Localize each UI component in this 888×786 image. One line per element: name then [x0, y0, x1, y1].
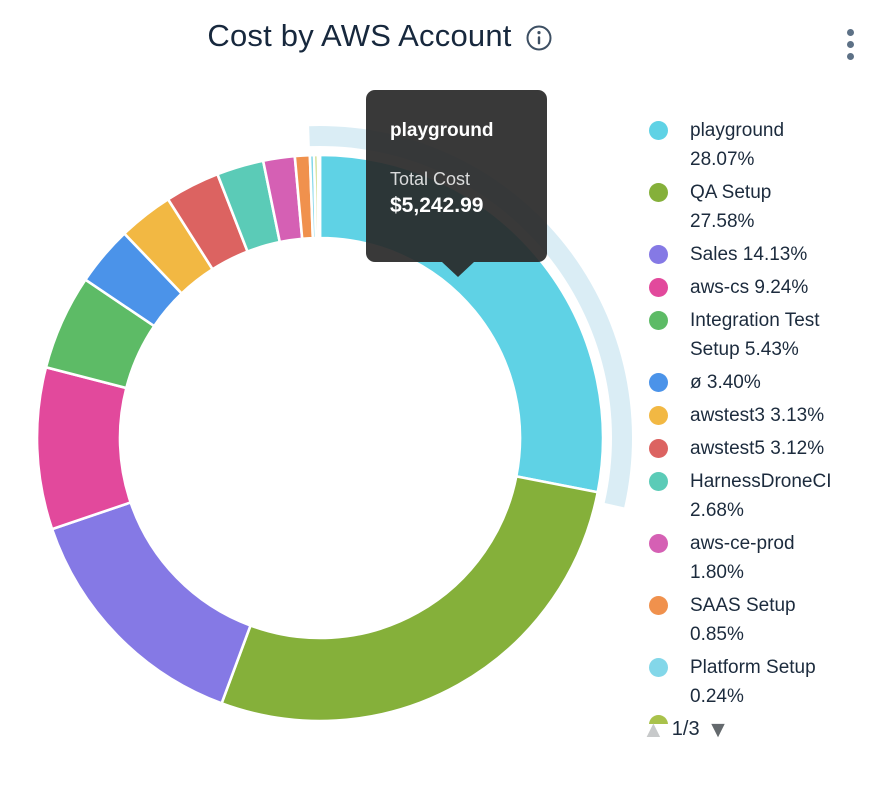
donut-slice-other[interactable] — [316, 153, 322, 240]
legend-swatch — [649, 183, 668, 202]
legend-label: playground 28.07% — [690, 120, 785, 170]
info-icon[interactable] — [525, 24, 553, 52]
legend-swatch — [649, 439, 668, 458]
legend-item-qa-setup[interactable]: QA Setup 27.58% — [649, 178, 874, 236]
chart-tooltip: playground Total Cost $5,242.99 — [366, 90, 547, 277]
legend-item-aws-ce-prod[interactable]: aws-ce-prod 1.80% — [649, 529, 874, 587]
legend-item-awstest5[interactable]: awstest5 3.12% — [649, 434, 874, 463]
legend-swatch — [649, 406, 668, 425]
tooltip-pointer — [442, 262, 474, 277]
legend-label: awstest5 3.12% — [690, 438, 825, 459]
legend-label: Platform Setup 0.24% — [690, 657, 816, 707]
page-title: Cost by AWS Account — [207, 18, 512, 53]
page-down-icon[interactable]: ▼ — [706, 716, 730, 742]
legend-swatch — [649, 715, 668, 724]
tooltip-metric-value: $5,242.99 — [390, 194, 484, 217]
page-indicator: 1/3 — [671, 718, 700, 740]
legend-label: SAAS Setup 0.85% — [690, 595, 796, 645]
legend-label: Integration Test Setup 5.43% — [690, 310, 820, 360]
legend-item-awstest3[interactable]: awstest3 3.13% — [649, 401, 874, 430]
donut-slice-sales[interactable] — [50, 500, 253, 706]
legend-pagination: ▲ 1/3 ▼ — [642, 718, 729, 741]
legend-swatch — [649, 596, 668, 615]
kebab-menu-icon[interactable] — [843, 25, 858, 64]
legend-swatch — [649, 534, 668, 553]
legend-swatch — [649, 311, 668, 330]
legend-item-sales[interactable]: Sales 14.13% — [649, 240, 874, 269]
legend-swatch — [649, 373, 668, 392]
legend-item-platform-setup[interactable]: Platform Setup 0.24% — [649, 653, 874, 711]
legend-list: playground 28.07% QA Setup 27.58% Sales 14… — [649, 116, 874, 711]
legend-label: awstest3 3.13% — [690, 405, 825, 426]
legend-item-aws-cs[interactable]: aws-cs 9.24% — [649, 273, 874, 302]
legend-swatch — [649, 658, 668, 677]
legend-next-page-partial-item — [649, 715, 874, 724]
page-up-icon[interactable]: ▲ — [642, 716, 665, 742]
legend-label: ø 3.40% — [690, 372, 761, 393]
legend-label: Sales 14.13% — [690, 244, 808, 265]
legend-item-integration-test-setup[interactable]: Integration Test Setup 5.43% — [649, 306, 874, 364]
legend-label: QA Setup 27.58% — [690, 182, 772, 232]
legend-swatch — [649, 278, 668, 297]
tooltip-series-name: playground — [390, 120, 494, 141]
legend-swatch — [649, 245, 668, 264]
legend-label: aws-cs 9.24% — [690, 277, 809, 298]
widget-header: Cost by AWS Account — [0, 18, 760, 54]
legend-item-playground[interactable]: playground 28.07% — [649, 116, 874, 174]
legend: playground 28.07% QA Setup 27.58% Sales 14… — [649, 116, 874, 724]
tooltip-metric-label: Total Cost — [390, 169, 471, 189]
legend-label: HarnessDroneCI 2.68% — [690, 471, 832, 521]
legend-item--[interactable]: ø 3.40% — [649, 368, 874, 397]
legend-item-harnessdroneci[interactable]: HarnessDroneCI 2.68% — [649, 467, 874, 525]
donut-chart[interactable] — [0, 60, 660, 786]
legend-swatch — [649, 472, 668, 491]
legend-item-saas-setup[interactable]: SAAS Setup 0.85% — [649, 591, 874, 649]
legend-label: aws-ce-prod 1.80% — [690, 533, 795, 583]
donut-slice-aws-cs[interactable] — [35, 365, 133, 531]
donut-slice-qa-setup[interactable] — [219, 474, 600, 723]
legend-swatch — [649, 121, 668, 140]
